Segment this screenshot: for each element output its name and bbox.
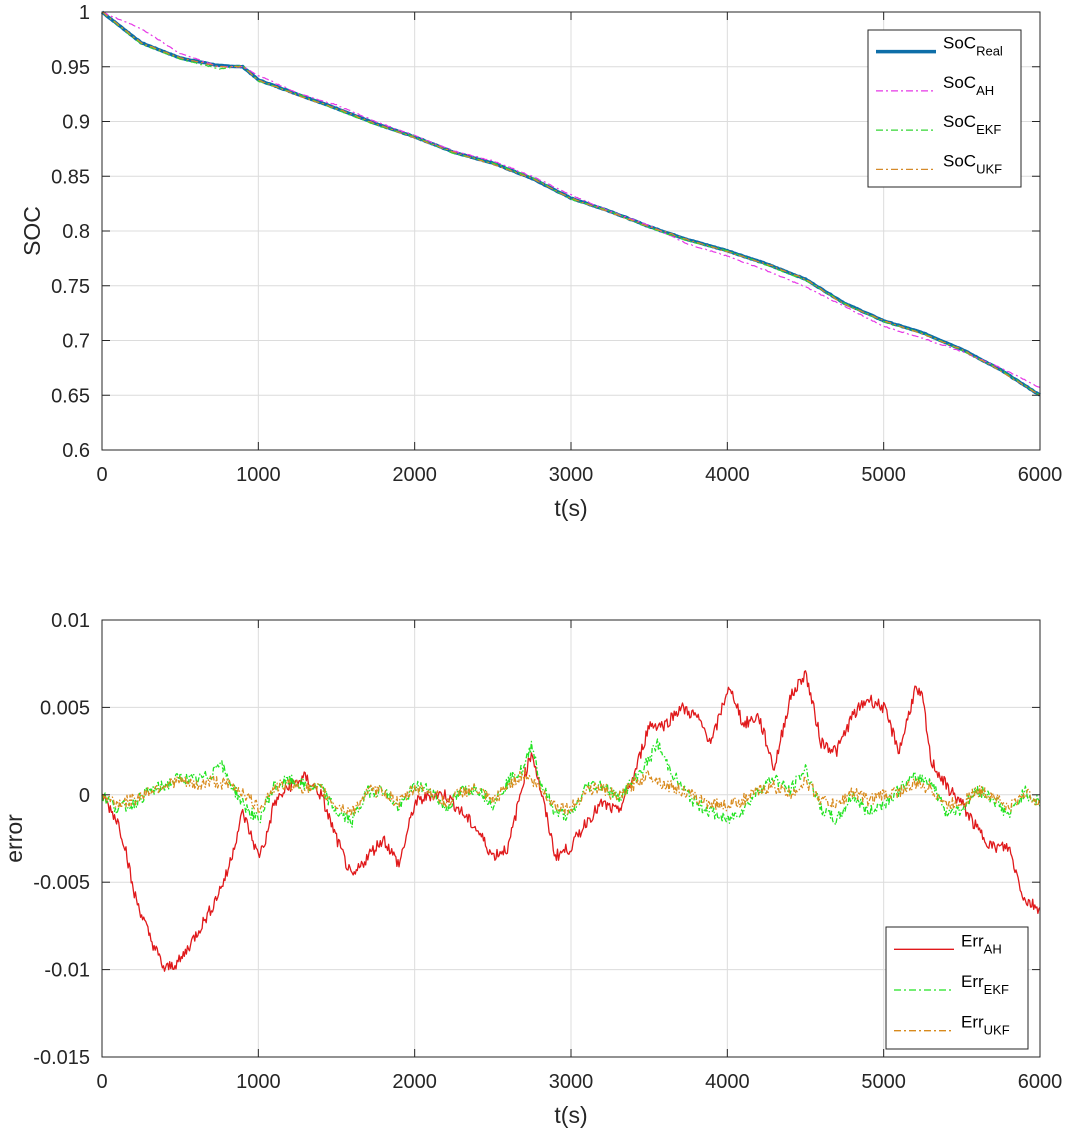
x-tick-label: 4000 xyxy=(705,1071,750,1093)
x-axis-label: t(s) xyxy=(554,1102,587,1128)
legend-subscript: AH xyxy=(976,83,994,98)
legend-label-ekf: ErrEKF xyxy=(961,972,1009,997)
series-line-ekf xyxy=(101,11,1041,397)
x-tick-label: 1000 xyxy=(236,1071,281,1093)
y-tick-label: 0.85 xyxy=(51,166,90,188)
x-tick-label: 2000 xyxy=(392,1071,437,1093)
y-tick-label: 0 xyxy=(79,785,90,807)
y-tick-label: 0.9 xyxy=(62,112,90,134)
y-tick-label: 0.75 xyxy=(51,276,90,298)
y-tick-label: 0.95 xyxy=(51,57,90,79)
legend-name: SoC xyxy=(943,151,976,170)
x-tick-label: 3000 xyxy=(549,464,594,486)
legend-subscript: EKF xyxy=(984,982,1009,997)
series-group xyxy=(100,10,1041,397)
series-line-real xyxy=(100,10,1041,397)
x-tick-label: 6000 xyxy=(1018,1071,1063,1093)
legend-label-ukf: SoCUKF xyxy=(943,151,1002,176)
legend-name: SoC xyxy=(943,34,976,53)
x-tick-label: 5000 xyxy=(861,464,906,486)
legend-name: Err xyxy=(961,1013,984,1032)
legend-subscript: UKF xyxy=(984,1023,1010,1038)
legend-name: SoC xyxy=(943,112,976,131)
x-tick-label: 4000 xyxy=(705,464,750,486)
ticks: 0 1000 2000 3000 4000 5000 6000 -0.015 -0.01 -0.0… xyxy=(33,610,1062,1093)
legend-label-ukf: ErrUKF xyxy=(961,1013,1010,1038)
series-line-ekf xyxy=(101,738,1041,828)
y-tick-label: 0.8 xyxy=(62,221,90,243)
x-tick-label: 6000 xyxy=(1018,464,1063,486)
legend-label-real: SoCReal xyxy=(943,34,1003,59)
soc-chart: 0 1000 2000 3000 4000 5000 6000 0.6 0.65 0.7 0.75 0… xyxy=(19,2,1062,521)
y-tick-label: 0.65 xyxy=(51,385,90,407)
series-line-ah xyxy=(101,11,1041,388)
legend-name: SoC xyxy=(943,73,976,92)
y-tick-label: -0.015 xyxy=(33,1047,90,1069)
x-tick-label: 1000 xyxy=(236,464,281,486)
y-tick-label: 1 xyxy=(79,2,90,24)
legend-label-ah: ErrAH xyxy=(961,931,1002,956)
y-axis-label: error xyxy=(1,814,27,863)
x-tick-label: 3000 xyxy=(549,1071,594,1093)
legend-name: Err xyxy=(961,972,984,991)
y-tick-label: -0.005 xyxy=(33,872,90,894)
series-line-ah xyxy=(101,670,1041,972)
legend-box xyxy=(867,29,1022,188)
legend-subscript: Real xyxy=(976,44,1003,59)
y-tick-label: 0.01 xyxy=(51,610,90,632)
legend-subscript: EKF xyxy=(976,122,1001,137)
legend-subscript: UKF xyxy=(976,161,1002,176)
x-axis-label: t(s) xyxy=(554,495,587,521)
y-axis-label: SOC xyxy=(19,206,45,256)
series-line-ukf xyxy=(101,769,1041,817)
x-tick-label: 2000 xyxy=(392,464,437,486)
legend-name: Err xyxy=(961,931,984,950)
y-tick-label: 0.6 xyxy=(62,440,90,462)
y-tick-label: 0.7 xyxy=(62,331,90,353)
legend-label-ah: SoCAH xyxy=(943,73,994,98)
error-chart: 0 1000 2000 3000 4000 5000 6000 -0.015 -0.01 -0.0… xyxy=(1,610,1062,1128)
legend-subscript: AH xyxy=(984,941,1002,956)
y-tick-label: 0.005 xyxy=(40,697,90,719)
legend-box xyxy=(885,926,1029,1050)
legend-label-ekf: SoCEKF xyxy=(943,112,1001,137)
x-tick-label: 0 xyxy=(96,1071,107,1093)
series-group xyxy=(101,670,1041,972)
ticks: 0 1000 2000 3000 4000 5000 6000 0.6 0.65 0.7 0.75 0… xyxy=(51,2,1062,486)
x-tick-label: 0 xyxy=(96,464,107,486)
x-tick-label: 5000 xyxy=(861,1071,906,1093)
y-tick-label: -0.01 xyxy=(44,960,90,982)
